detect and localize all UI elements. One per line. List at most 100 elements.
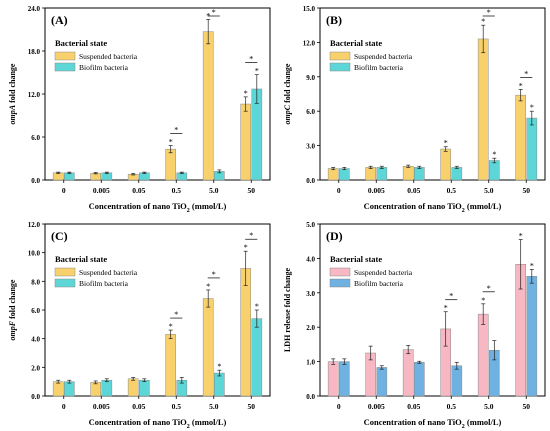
legend-swatch [54,62,76,72]
x-tick-label: 0.05 [132,186,145,195]
x-axis-label: Concentration of nano TiO2 (mmol/L) [89,201,227,214]
x-axis-label: Concentration of nano TiO2 (mmol/L) [364,417,502,430]
chart-panel-2: 0.03.06.09.012.015.00 0.005 0.05 0.5*5.0**5… [283,5,546,214]
legend-swatch [329,278,351,288]
y-tick-label: 0.0 [306,393,315,401]
x-tick-label: 0.05 [407,186,420,195]
y-axis-label-text: fold change [8,279,17,321]
panel-label: (D) [326,229,343,243]
significance-star: * [174,126,178,135]
bar-suspended [477,38,489,181]
bar-suspended [240,268,251,397]
plot-frame [44,7,271,181]
significance-star: * [449,292,453,301]
legend-title: Bacterial state [55,254,107,264]
x-tick-label: 0.05 [407,402,420,411]
legend-label: Suspended bacteria [79,52,138,61]
legend-label: Biofilm bacteria [354,279,404,288]
x-tick-label: 0 [62,402,66,411]
bar-suspended [52,172,64,181]
x-axis-label: Concentration of nano TiO2 (mmol/L) [89,417,227,430]
y-tick-label: 4.0 [306,255,315,263]
x-axis-label-unit: (mmol/L) [465,417,502,427]
y-tick-label: 5.0 [306,221,315,229]
significance-star: * [174,310,178,319]
significance-star: * [444,304,448,313]
chart-panel-3: 0.0 2.0 4.0 6.0 8.0 10.0 12.0 0 0.005 0.05 0.5 * 5.0… [8,221,271,430]
y-tick-label: 18.0 [28,48,41,56]
y-tick-label: 24.0 [28,5,41,13]
bar-suspended [402,349,414,397]
panel-label: (B) [326,13,342,27]
x-tick-label: 50 [248,186,256,195]
y-tick-label: 12.0 [28,91,41,99]
chart-panel-1: 0.06.012.018.024.00 0.005 0.05 0.5*5.0*50**… [8,5,271,214]
y-tick-label: 6.0 [31,134,40,142]
plot-frame [319,7,546,181]
x-axis-label-subscript: 2 [187,424,190,430]
y-axis-label: ompF fold change [8,279,17,340]
significance-star: * [249,231,253,240]
x-axis-label-unit: (mmol/L) [190,201,227,211]
bar-suspended [165,334,176,397]
bar-biofilm [64,381,75,397]
y-tick-label: 3.0 [306,143,315,151]
y-tick-label: 0.0 [31,177,40,185]
y-tick-label: 1.0 [306,359,315,367]
y-axis-label-text: fold change [8,63,17,105]
x-axis-label-unit: (mmol/L) [190,417,227,427]
x-tick-label: 5.0 [209,402,219,411]
significance-star: * [212,270,216,279]
significance-star: * [249,55,253,64]
x-tick-label: 0.005 [93,402,110,411]
y-tick-label: 8.0 [31,278,40,286]
chart-panel-4: 0.01.02.03.04.05.00 0.005 0.05 0.5*5.0*50**… [283,221,546,430]
panel-label: (A) [51,13,68,27]
significance-star: * [206,282,210,291]
bar-biofilm [339,361,350,397]
bar-biofilm [414,167,425,181]
panel-label: (C) [51,229,68,243]
y-axis-label: ompA fold change [8,63,17,124]
legend-label: Suspended bacteria [354,52,413,61]
x-tick-label: 0 [337,402,341,411]
x-tick-label: 0.005 [93,186,110,195]
bar-suspended [90,382,101,397]
y-tick-label: 6.0 [306,108,315,116]
significance-star: * [244,243,248,252]
bar-suspended [327,168,339,181]
bar-biofilm [339,168,350,181]
y-tick-label: 0.0 [31,393,40,401]
x-tick-label: 0.005 [368,186,385,195]
x-tick-label: 50 [523,186,531,195]
bar-suspended [327,361,339,397]
significance-star: * [169,138,173,147]
x-tick-label: 0.05 [132,402,145,411]
x-tick-label: 0.5 [172,186,182,195]
significance-star: * [255,302,259,311]
x-tick-label: 50 [523,402,531,411]
significance-star: * [519,231,523,240]
y-axis-label-gene: ompC [283,104,292,124]
bar-suspended [240,103,251,181]
bar-suspended [202,298,214,397]
y-axis-label: ompC fold change [283,63,292,124]
legend-swatch [329,267,351,277]
bar-biofilm [101,172,113,181]
legend-swatch [329,51,351,61]
y-axis-label-text: LDH release fold change [283,268,292,353]
y-axis-label: LDH release fold change [283,268,292,353]
bar-biofilm [139,379,150,397]
legend-label: Suspended bacteria [79,268,138,277]
x-tick-label: 5.0 [484,186,494,195]
bar-suspended [52,381,64,397]
bar-biofilm [376,367,388,397]
bar-biofilm [414,362,425,397]
y-axis-label-text: fold change [283,63,292,105]
significance-star: * [481,296,485,305]
bar-suspended [365,167,376,181]
bar-biofilm [489,160,500,181]
x-axis-label-unit: (mmol/L) [465,201,502,211]
legend-title: Bacterial state [55,38,107,48]
bar-suspended [165,148,176,181]
